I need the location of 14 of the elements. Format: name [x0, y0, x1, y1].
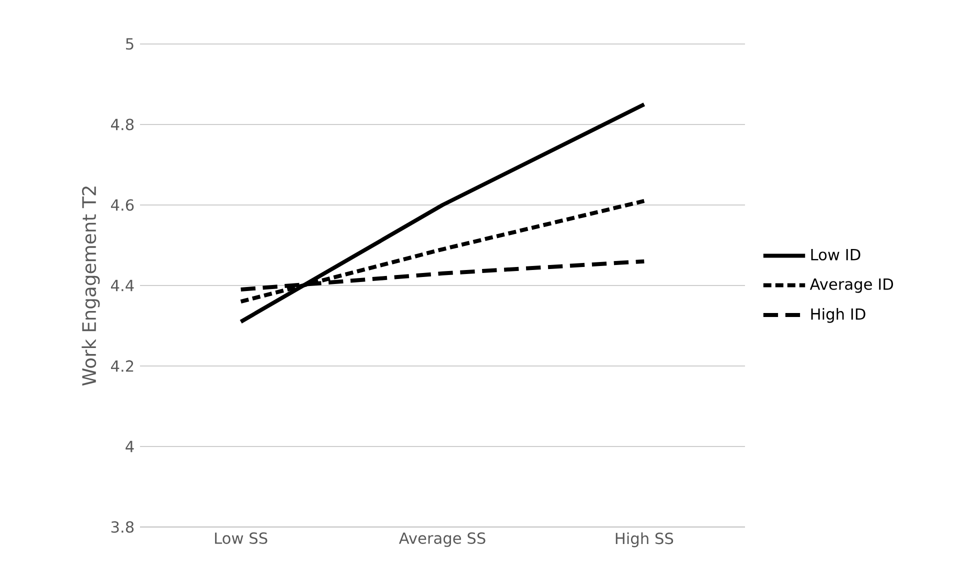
y-tick-label: 4.4: [111, 280, 134, 292]
y-tick-label: 5: [126, 38, 134, 50]
legend-label: Average ID: [810, 278, 894, 293]
y-tick-label: 3.8: [111, 521, 134, 533]
legend-label: High ID: [811, 308, 866, 323]
y-tick-label: 4.8: [111, 118, 134, 130]
x-tick-label: Average SS: [398, 532, 486, 547]
y-axis-title: Work Engagement T2: [82, 186, 100, 386]
x-tick-label: High SS: [616, 532, 674, 548]
y-tick-label: 4.2: [111, 360, 134, 372]
legend-label: Low ID: [811, 249, 860, 260]
y-tick-label: 4.6: [111, 199, 134, 211]
y-tick-label: 4: [126, 440, 134, 452]
x-tick-label: Low SS: [215, 532, 268, 544]
